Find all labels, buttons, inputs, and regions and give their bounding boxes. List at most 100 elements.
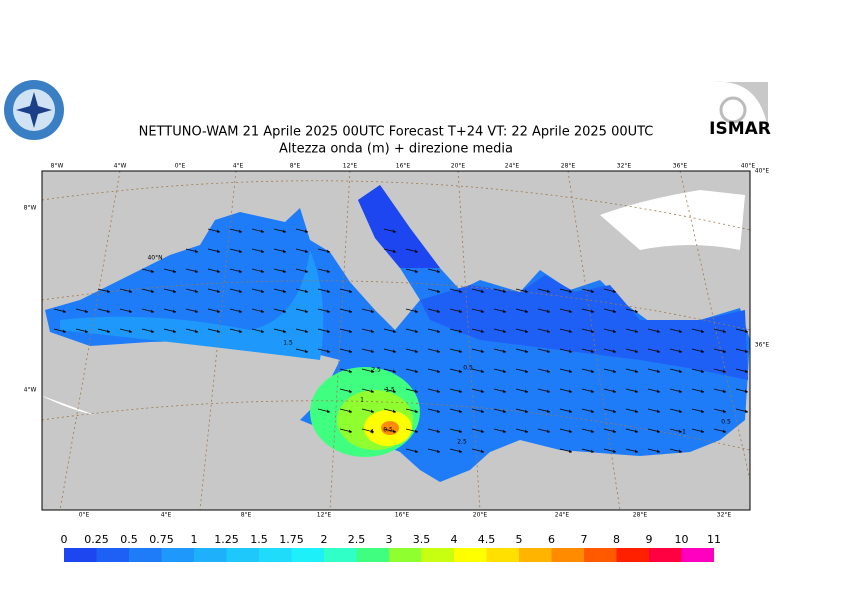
arrow-head: [679, 449, 682, 453]
arrow-head: [217, 329, 220, 333]
lat-label: 36°E: [755, 342, 770, 349]
colorbar-label: 9: [646, 533, 653, 546]
contour-label: 1.5: [385, 387, 395, 394]
arrow-head: [503, 369, 506, 373]
arrow-head: [85, 329, 88, 333]
arrow-head: [195, 329, 198, 333]
arrow-head: [657, 349, 660, 353]
arrow-head: [503, 409, 506, 413]
lon-label: 0°E: [175, 163, 186, 170]
arrow-head: [635, 389, 638, 393]
contour-label: 1: [682, 429, 686, 436]
arrow-head: [437, 269, 440, 273]
arrow-head: [371, 389, 374, 393]
arrow-head: [371, 369, 374, 373]
colorbar-box: [551, 548, 584, 562]
arrow-head: [261, 289, 264, 293]
arrow-head: [151, 269, 154, 273]
arrow-head: [459, 389, 462, 393]
arrow-head: [679, 429, 682, 433]
arrow-head: [217, 289, 220, 293]
arrow-head: [547, 289, 550, 293]
lon-label: 4°W: [114, 163, 127, 170]
arrow-head: [723, 389, 726, 393]
colorbar-box: [519, 548, 552, 562]
colorbar-label: 0.75: [149, 533, 174, 546]
arrow-head: [701, 369, 704, 373]
arrow-head: [525, 329, 528, 333]
arrow-head: [217, 249, 220, 253]
colorbar-box: [129, 548, 162, 562]
colorbar-box: [96, 548, 129, 562]
colorbar-box: [584, 548, 617, 562]
lon-label: 24°E: [505, 163, 520, 170]
sea: [45, 185, 750, 482]
arrow-head: [591, 309, 594, 313]
arrow-head: [195, 269, 198, 273]
arrow-head: [591, 349, 594, 353]
arrow-head: [393, 369, 396, 373]
arrow-head: [305, 309, 308, 313]
logo-text: ISMAR: [709, 119, 771, 139]
arrow-head: [723, 349, 726, 353]
arrow-head: [503, 329, 506, 333]
arrow-head: [481, 429, 484, 433]
arrow-head: [569, 329, 572, 333]
arrow-head: [261, 269, 264, 273]
arrow-head: [393, 329, 396, 333]
arrow-head: [503, 349, 506, 353]
arrow-head: [437, 289, 440, 293]
arrow-head: [481, 309, 484, 313]
arrow-head: [195, 249, 198, 253]
arrow-head: [481, 329, 484, 333]
arrow-head: [679, 409, 682, 413]
arrow-head: [569, 409, 572, 413]
lon-label: 16°E: [395, 512, 410, 519]
colorbar-label: 2.5: [348, 533, 366, 546]
snow: [40, 190, 745, 415]
arrow-head: [613, 429, 616, 433]
arrow-head: [63, 309, 66, 313]
arrow-head: [437, 309, 440, 313]
arrow-head: [437, 409, 440, 413]
contour-label: 1.5: [283, 340, 293, 347]
lat-label: 40°N: [147, 255, 162, 262]
lon-label: 28°E: [561, 163, 576, 170]
colorbar-box: [356, 548, 389, 562]
arrow-head: [327, 309, 330, 313]
colorbar-box: [421, 548, 454, 562]
arrow-head: [701, 429, 704, 433]
arrow-head: [613, 389, 616, 393]
arrow-head: [217, 309, 220, 313]
lon-label: 0°E: [79, 512, 90, 519]
arrow-head: [547, 329, 550, 333]
arrow-head: [371, 409, 374, 413]
arrow-head: [635, 369, 638, 373]
arrow-head: [393, 349, 396, 353]
lon-label: 36°E: [673, 163, 688, 170]
lon-label: 4°E: [161, 512, 172, 519]
lon-label: 12°E: [317, 512, 332, 519]
arrow-head: [723, 409, 726, 413]
arrow-head: [481, 369, 484, 373]
arrow-head: [591, 429, 594, 433]
arrow-head: [239, 249, 242, 253]
contour-label: 2.5: [457, 439, 467, 446]
arrow-head: [415, 389, 418, 393]
arrow-head: [415, 449, 418, 453]
arrow-head: [415, 309, 418, 313]
colorbar-label: 0.25: [84, 533, 109, 546]
arrow-head: [261, 329, 264, 333]
arrow-head: [613, 309, 616, 313]
colorbar-label: 1.75: [279, 533, 304, 546]
lon-label: 24°E: [555, 512, 570, 519]
arrow-head: [129, 329, 132, 333]
arrow-head: [283, 289, 286, 293]
arrow-head: [239, 289, 242, 293]
colorbar-label: 1.25: [214, 533, 239, 546]
arrow-head: [107, 289, 110, 293]
arrow-head: [657, 389, 660, 393]
colorbar-label: 2: [321, 533, 328, 546]
arrow-head: [525, 349, 528, 353]
